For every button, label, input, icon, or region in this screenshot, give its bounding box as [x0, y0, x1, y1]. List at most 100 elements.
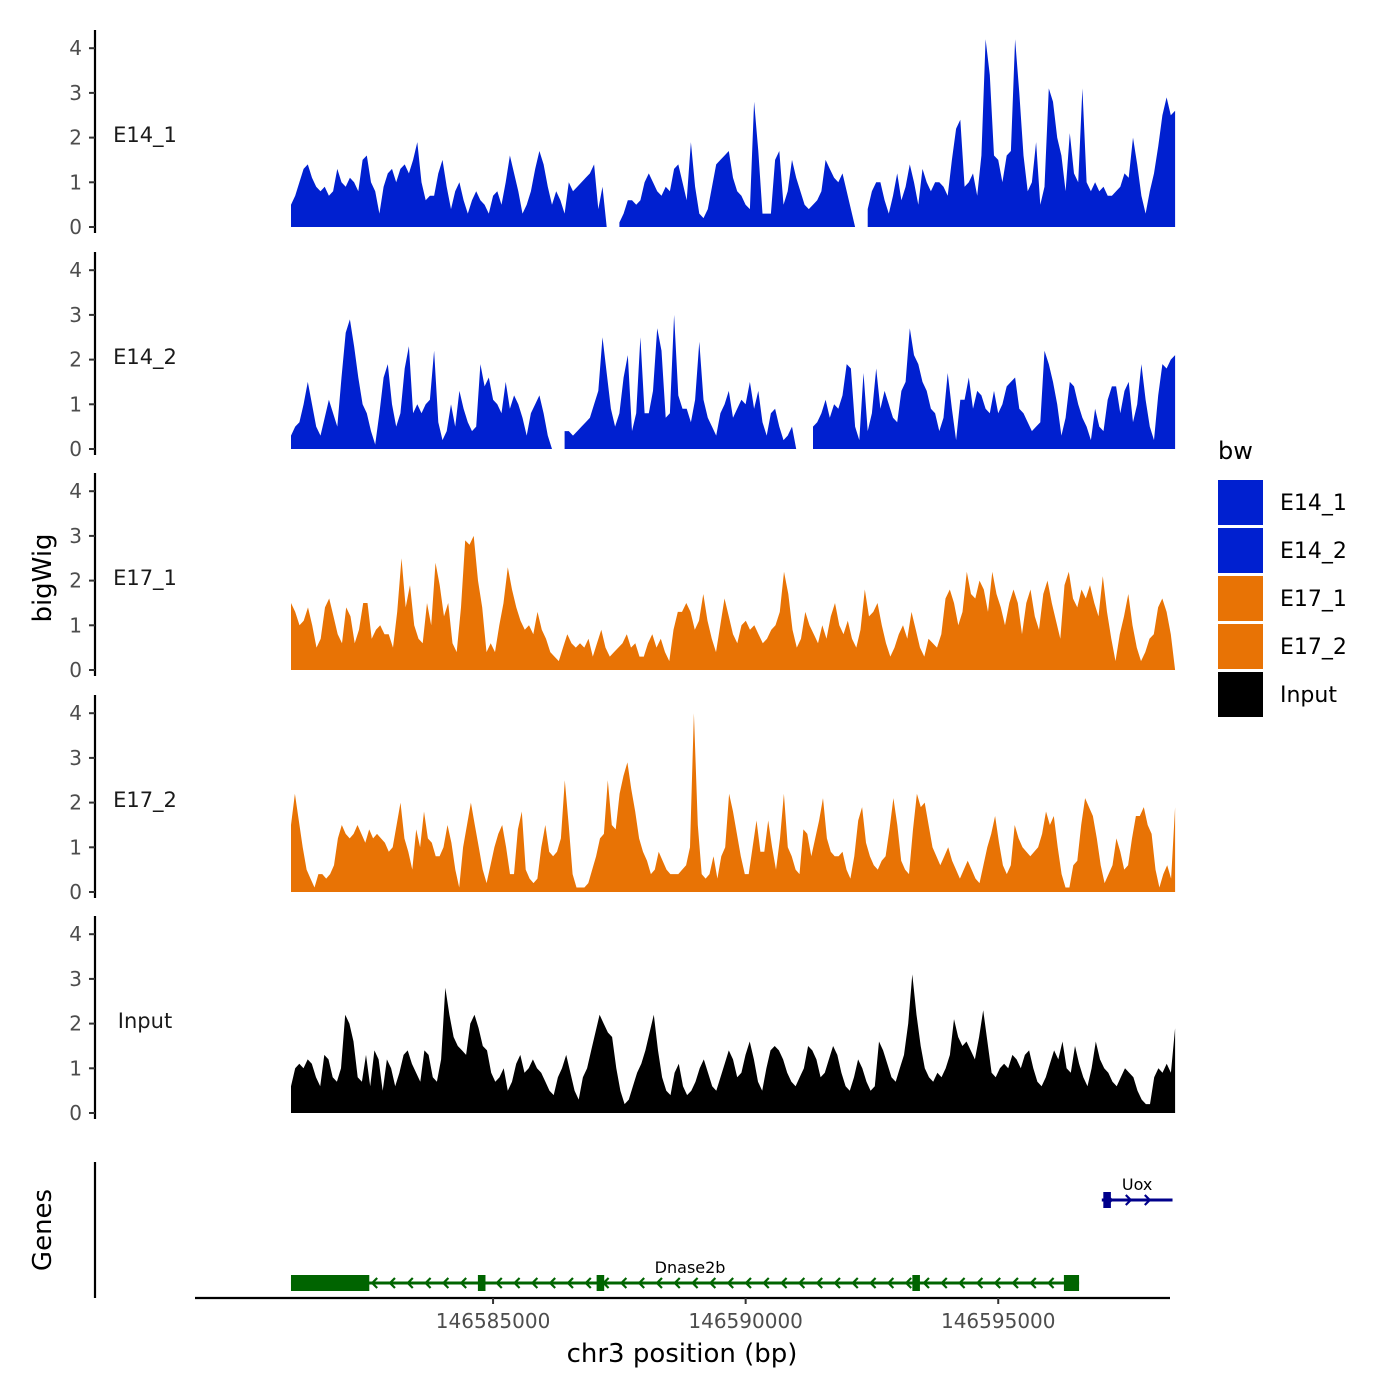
y-tick-label: 1: [69, 613, 82, 637]
area-E14_1: [867, 39, 1176, 227]
x-axis: 146585000 146590000 146595000: [195, 1296, 1170, 1333]
strand-arrow: [584, 1277, 592, 1289]
gene-track: Dnase2b Uox: [93, 1162, 1173, 1298]
strand-arrow: [869, 1277, 877, 1289]
strand-arrow: [566, 1277, 574, 1289]
strand-arrow: [441, 1277, 450, 1289]
y-tick-label: 2: [69, 1012, 82, 1036]
strand-arrow: [797, 1277, 806, 1289]
gene-axis-title: Genes: [28, 1189, 58, 1271]
area-E14_2: [813, 328, 1176, 449]
y-tick-label: 4: [69, 479, 82, 503]
gene-label: Dnase2b: [655, 1258, 726, 1277]
strand-arrow: [548, 1277, 556, 1289]
strand-arrow: [1029, 1277, 1037, 1289]
exon: [477, 1275, 486, 1291]
y-tick-label: 1: [69, 392, 82, 416]
gene-label: Uox: [1122, 1175, 1152, 1194]
legend: bw E14_1 E14_2 E17_1 E17_2 Input: [1218, 437, 1347, 717]
strand-arrow: [513, 1277, 521, 1289]
strand-arrow: [388, 1277, 396, 1289]
exon: [290, 1275, 370, 1291]
strand-arrow: [406, 1277, 414, 1289]
y-tick-label: 4: [69, 258, 82, 282]
area-Input: [291, 974, 1176, 1113]
y-tick-label: 3: [69, 524, 82, 548]
strand-arrow: [708, 1277, 717, 1289]
strand-arrow: [1011, 1277, 1019, 1289]
legend-title: bw: [1218, 437, 1253, 465]
y-tick-label: 0: [69, 215, 82, 239]
track-label: E17_2: [113, 788, 177, 813]
strand-arrow: [744, 1277, 752, 1289]
legend-label: Input: [1280, 683, 1337, 708]
strand-arrow: [904, 1277, 912, 1289]
y-tick-label: 2: [69, 569, 82, 593]
strand-arrow: [922, 1277, 930, 1289]
legend-swatch-E17_1: [1218, 576, 1263, 621]
y-tick-label: 3: [69, 303, 82, 327]
strand-arrow: [637, 1277, 645, 1289]
strand-arrow: [780, 1277, 788, 1289]
y-tick-label: 1: [69, 835, 82, 859]
strand-arrow: [762, 1277, 770, 1289]
gene-Dnase2b: Dnase2b: [290, 1258, 1080, 1291]
x-tick-label: 146595000: [941, 1309, 1056, 1333]
area-E14_2: [291, 319, 552, 449]
area-E17_2: [291, 713, 1176, 892]
strand-arrow: [886, 1277, 895, 1289]
exon: [912, 1275, 920, 1291]
legend-label: E17_1: [1280, 587, 1347, 612]
track-E14_2: 0 1 2 3 4 E14_2: [69, 252, 1176, 461]
y-tick-label: 4: [69, 701, 82, 725]
y-tick-label: 1: [69, 1056, 82, 1080]
area-E14_1: [291, 142, 607, 227]
strand-arrow: [495, 1277, 503, 1289]
y-tick-label: 4: [69, 36, 82, 60]
strand-arrow: [975, 1277, 984, 1289]
strand-arrow: [370, 1277, 378, 1289]
track-label: Input: [118, 1009, 172, 1033]
legend-label: E14_2: [1280, 539, 1347, 564]
area-E17_1: [291, 535, 1176, 670]
track-label: E17_1: [113, 566, 177, 591]
y-tick-label: 0: [69, 880, 82, 904]
strand-arrow: [530, 1277, 539, 1289]
area-E14_1: [619, 101, 856, 227]
legend-swatch-E14_2: [1218, 528, 1263, 573]
exon: [1063, 1275, 1080, 1291]
strand-arrow: [619, 1277, 628, 1289]
legend-swatch-E14_1: [1218, 480, 1263, 525]
strand-arrow: [1144, 1194, 1152, 1206]
strand-arrow: [691, 1277, 699, 1289]
strand-arrow: [815, 1277, 823, 1289]
y-tick-label: 1: [69, 170, 82, 194]
y-tick-label: 3: [69, 81, 82, 105]
y-tick-label: 0: [69, 658, 82, 682]
x-axis-title: chr3 position (bp): [567, 1339, 798, 1369]
strand-arrow: [1125, 1194, 1133, 1206]
y-tick-label: 0: [69, 1101, 82, 1125]
y-tick-label: 2: [69, 126, 82, 150]
track-label: E14_2: [113, 345, 177, 370]
gene-Uox: Uox: [1101, 1175, 1173, 1208]
legend-swatch-E17_2: [1218, 624, 1263, 669]
y-tick-label: 0: [69, 437, 82, 461]
strand-arrow: [673, 1277, 681, 1289]
strand-arrow: [851, 1277, 859, 1289]
legend-label: E17_2: [1280, 635, 1347, 660]
track-E14_1: 0 1 2 3 4 E14_1: [69, 30, 1176, 239]
bigwig-tracks: 0 1 2 3 4 E14_1 0 1 2 3 4 E14_2 0 1 2 3 4 E17_1 0 1 2 3 4 E17_2…: [69, 30, 1176, 1125]
exon: [596, 1275, 605, 1291]
track-E17_1: 0 1 2 3 4 E17_1: [69, 473, 1176, 682]
strand-arrow: [655, 1277, 663, 1289]
strand-arrow: [1047, 1277, 1055, 1289]
y-tick-label: 4: [69, 922, 82, 946]
strand-arrow: [459, 1277, 467, 1289]
track-label: E14_1: [113, 123, 177, 148]
strand-arrow: [940, 1277, 948, 1289]
legend-label: E14_1: [1280, 491, 1347, 516]
y-tick-label: 3: [69, 967, 82, 991]
x-tick-label: 146590000: [688, 1309, 803, 1333]
